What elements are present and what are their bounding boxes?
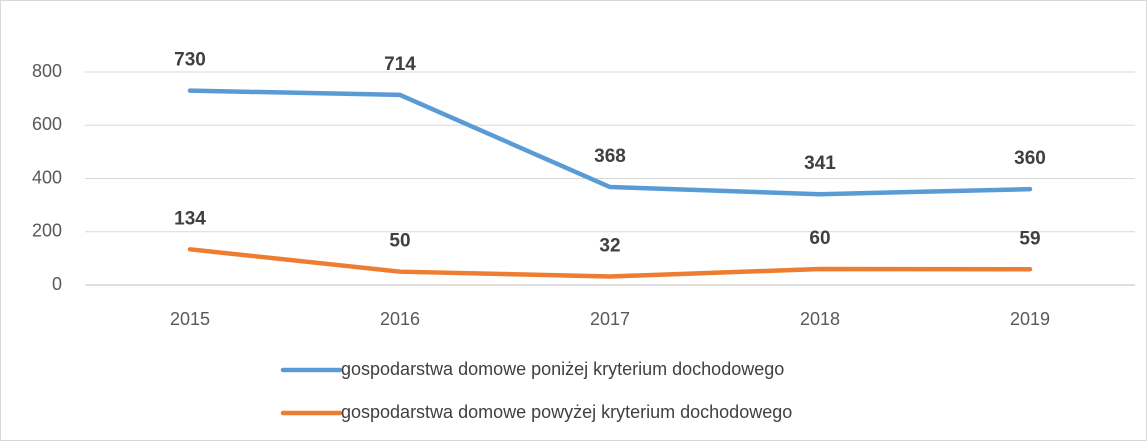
data-label: 50 <box>389 231 410 252</box>
data-label: 368 <box>594 146 626 167</box>
y-tick-label: 600 <box>32 114 62 134</box>
data-label: 32 <box>599 235 620 256</box>
y-tick-label: 400 <box>32 167 62 187</box>
x-tick-label: 2018 <box>800 309 840 329</box>
y-tick-label: 800 <box>32 61 62 81</box>
data-label: 134 <box>174 208 206 229</box>
x-tick-label: 2015 <box>170 309 210 329</box>
series-line <box>187 88 1033 197</box>
y-tick-label: 0 <box>52 274 62 294</box>
data-label: 60 <box>809 228 830 249</box>
x-tick-label: 2017 <box>590 309 630 329</box>
data-label: 730 <box>174 50 206 71</box>
legend-label: gospodarstwa domowe poniżej kryterium do… <box>341 359 784 379</box>
data-label: 59 <box>1019 228 1040 249</box>
x-tick-label: 2019 <box>1010 309 1050 329</box>
series-line <box>187 247 1033 279</box>
data-label: 341 <box>804 153 836 174</box>
data-label: 714 <box>384 54 416 75</box>
legend-label: gospodarstwa domowe powyżej kryterium do… <box>341 402 792 422</box>
y-tick-label: 200 <box>32 221 62 241</box>
data-label: 360 <box>1014 148 1046 169</box>
x-tick-label: 2016 <box>380 309 420 329</box>
